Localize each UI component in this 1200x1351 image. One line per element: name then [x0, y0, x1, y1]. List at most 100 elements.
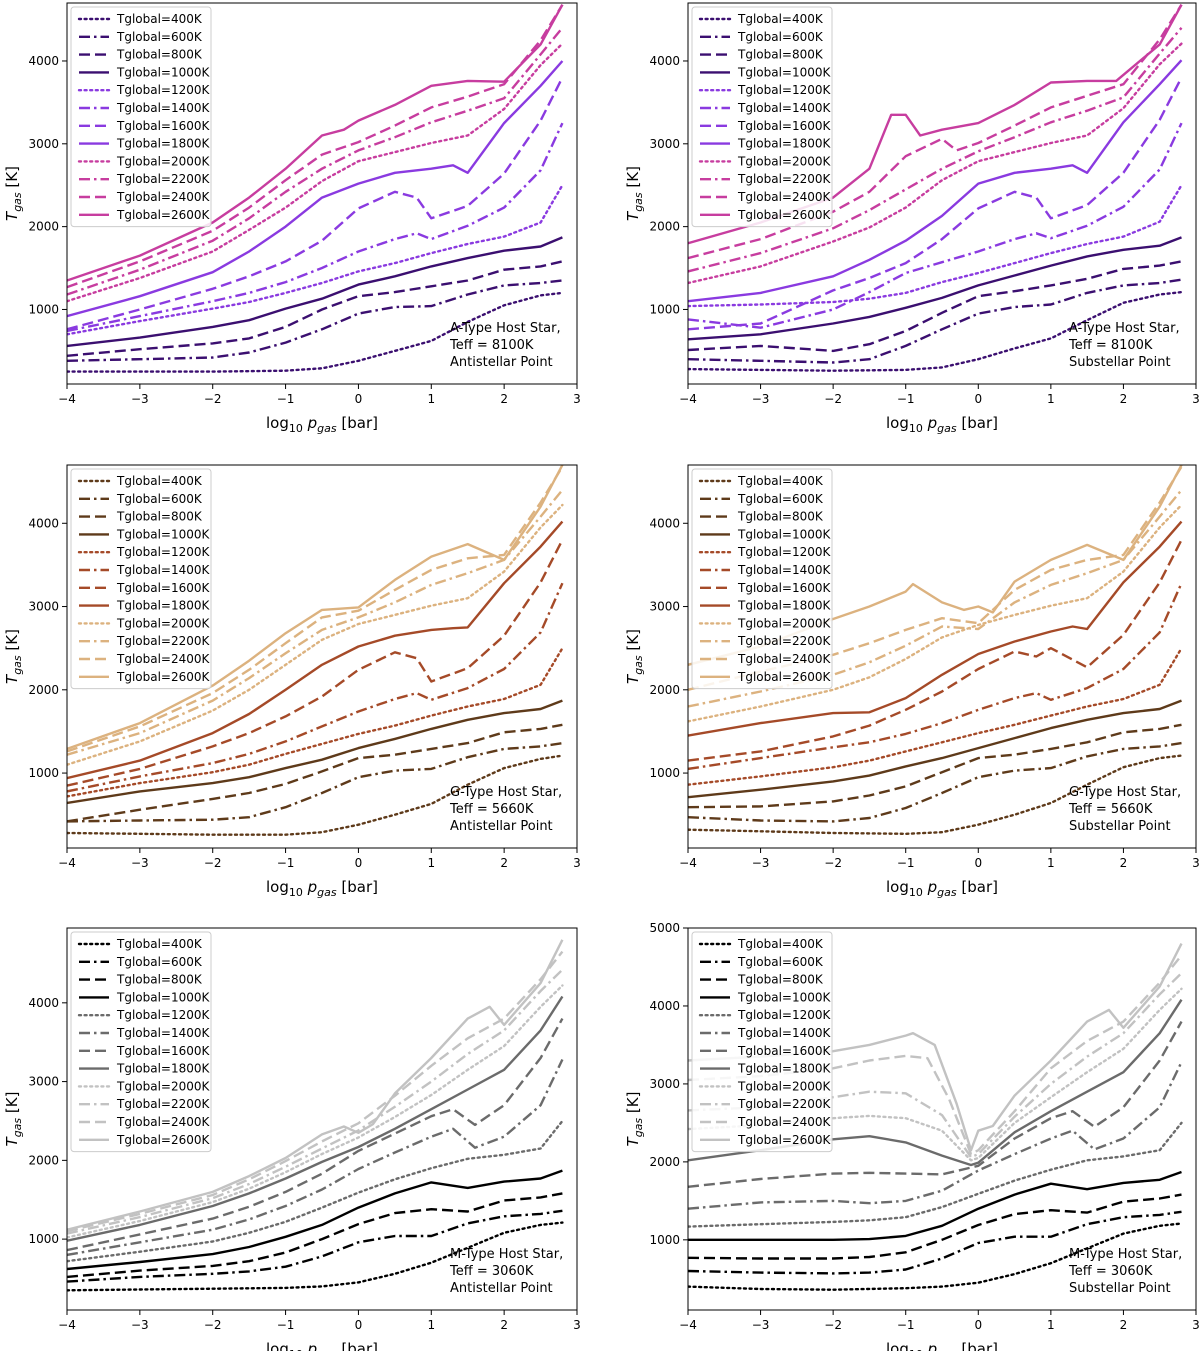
- series-line-tglobal-600k: [67, 279, 563, 362]
- y-tick-label: 4000: [649, 999, 680, 1013]
- series-line-tglobal-800k: [67, 723, 563, 823]
- series-line-tglobal-1800k: [688, 520, 1183, 737]
- x-tick-label: −3: [752, 392, 770, 406]
- annotation-line: Teff = 5660K: [449, 802, 534, 817]
- series-line-tglobal-800k: [67, 260, 563, 357]
- legend-label: Tglobal=1400K: [116, 101, 211, 115]
- legend: Tglobal=400K Tglobal=600K Tglobal=800K Tglo…: [691, 6, 833, 228]
- x-tick-label: 3: [573, 1318, 581, 1332]
- legend-label: Tglobal=400K: [737, 474, 824, 488]
- annotation: G-Type Host Star, Teff = 5660K Antistellar…: [449, 785, 562, 834]
- series-line-tglobal-2000k: [688, 503, 1183, 723]
- annotation-line: Teff = 8100K: [1068, 338, 1153, 353]
- series-line-tglobal-2000k: [688, 42, 1183, 285]
- series-line-tglobal-2400k: [688, 954, 1183, 1156]
- series-line-tglobal-1600k: [67, 76, 564, 331]
- legend-label: Tglobal=800K: [116, 48, 203, 62]
- x-tick-label: 1: [427, 1318, 435, 1332]
- x-axis-label: log10 pgas [bar]: [886, 1340, 998, 1351]
- series-line-tglobal-2600k: [688, 943, 1183, 1152]
- legend-label: Tglobal=2600K: [116, 670, 211, 684]
- series-line-tglobal-400k: [67, 1221, 564, 1292]
- annotation-line: M-Type Host Star,: [1069, 1247, 1182, 1262]
- legend-label: Tglobal=2600K: [116, 208, 211, 222]
- series-line-tglobal-1600k: [67, 1018, 564, 1252]
- series-line-tglobal-1600k: [688, 539, 1183, 762]
- legend-label: Tglobal=2000K: [116, 154, 211, 168]
- legend-label: Tglobal=800K: [737, 510, 824, 524]
- legend-label: Tglobal=1800K: [116, 1062, 211, 1076]
- y-tick-label: 3000: [649, 137, 680, 151]
- legend: Tglobal=400K Tglobal=600K Tglobal=800K Tglo…: [70, 468, 212, 690]
- legend-label: Tglobal=2200K: [116, 172, 211, 186]
- x-tick-label: −4: [679, 392, 697, 406]
- series-line-tglobal-800k: [688, 723, 1182, 809]
- x-tick-label: 2: [1120, 392, 1128, 406]
- legend-label: Tglobal=600K: [116, 492, 203, 506]
- y-tick-label: 3000: [28, 1075, 59, 1089]
- x-tick-label: 0: [355, 392, 363, 406]
- legend-label: Tglobal=2400K: [116, 1115, 211, 1129]
- series-group: [67, 4, 564, 373]
- annotation-line: A-Type Host Star,: [450, 321, 561, 336]
- legend-label: Tglobal=400K: [737, 937, 824, 951]
- legend-label: Tglobal=400K: [116, 937, 203, 951]
- x-tick-label: 3: [573, 392, 581, 406]
- legend-label: Tglobal=1000K: [116, 990, 211, 1004]
- x-tick-label: −3: [752, 1318, 770, 1332]
- series-line-tglobal-1200k: [688, 1121, 1183, 1228]
- x-tick-label: 2: [1120, 856, 1128, 870]
- legend-label: Tglobal=2200K: [116, 634, 211, 648]
- y-tick-label: 2000: [28, 683, 59, 697]
- legend-label: Tglobal=2200K: [116, 1097, 211, 1111]
- legend-label: Tglobal=2600K: [737, 670, 832, 684]
- legend-label: Tglobal=400K: [116, 12, 203, 26]
- legend-label: Tglobal=2000K: [116, 1079, 211, 1093]
- legend-label: Tglobal=600K: [116, 955, 203, 969]
- legend-label: Tglobal=400K: [116, 474, 203, 488]
- x-tick-label: −4: [58, 392, 76, 406]
- series-line-tglobal-2600k: [688, 465, 1183, 666]
- x-tick-label: −1: [897, 856, 915, 870]
- series-line-tglobal-2200k: [688, 27, 1183, 273]
- legend-label: Tglobal=1000K: [116, 527, 211, 541]
- series-line-tglobal-600k: [688, 1210, 1182, 1275]
- legend-label: Tglobal=1200K: [737, 1008, 832, 1022]
- y-tick-label: 2000: [649, 683, 680, 697]
- legend-label: Tglobal=1400K: [737, 101, 832, 115]
- x-axis-label: log10 pgas [bar]: [886, 414, 998, 435]
- x-tick-label: −1: [277, 1318, 295, 1332]
- series-line-tglobal-2000k: [67, 984, 564, 1239]
- x-tick-label: 2: [500, 392, 508, 406]
- annotation-line: M-Type Host Star,: [450, 1247, 563, 1262]
- legend-label: Tglobal=600K: [116, 30, 203, 44]
- legend-label: Tglobal=2200K: [737, 172, 832, 186]
- x-tick-label: −4: [679, 1318, 697, 1332]
- annotation-line: Substellar Point: [1069, 355, 1171, 370]
- annotation-line: Antistellar Point: [450, 355, 553, 370]
- y-tick-label: 1000: [28, 302, 59, 316]
- series-line-tglobal-2400k: [67, 950, 564, 1233]
- x-tick-label: 1: [427, 392, 435, 406]
- x-tick-label: 0: [355, 856, 363, 870]
- series-line-tglobal-2200k: [67, 968, 564, 1235]
- legend-label: Tglobal=1400K: [737, 1026, 832, 1040]
- x-tick-label: 0: [974, 1318, 982, 1332]
- annotation: M-Type Host Star, Teff = 3060K Substellar …: [1068, 1247, 1182, 1296]
- series-line-tglobal-2200k: [688, 489, 1183, 708]
- axes-frame: [66, 927, 578, 1311]
- series-line-tglobal-1000k: [688, 699, 1182, 799]
- y-tick-label: 2000: [649, 220, 680, 234]
- y-tick-label: 4000: [649, 54, 680, 68]
- y-tick-label: 3000: [649, 600, 680, 614]
- annotation-line: A-Type Host Star,: [1069, 321, 1180, 336]
- legend-label: Tglobal=1600K: [737, 581, 832, 595]
- legend-label: Tglobal=800K: [737, 48, 824, 62]
- x-tick-label: −1: [897, 392, 915, 406]
- x-tick-label: −2: [204, 1318, 222, 1332]
- series-line-tglobal-1800k: [688, 59, 1183, 303]
- x-tick-label: 2: [500, 856, 508, 870]
- y-tick-label: 1000: [28, 1232, 59, 1246]
- series-line-tglobal-600k: [67, 1209, 563, 1283]
